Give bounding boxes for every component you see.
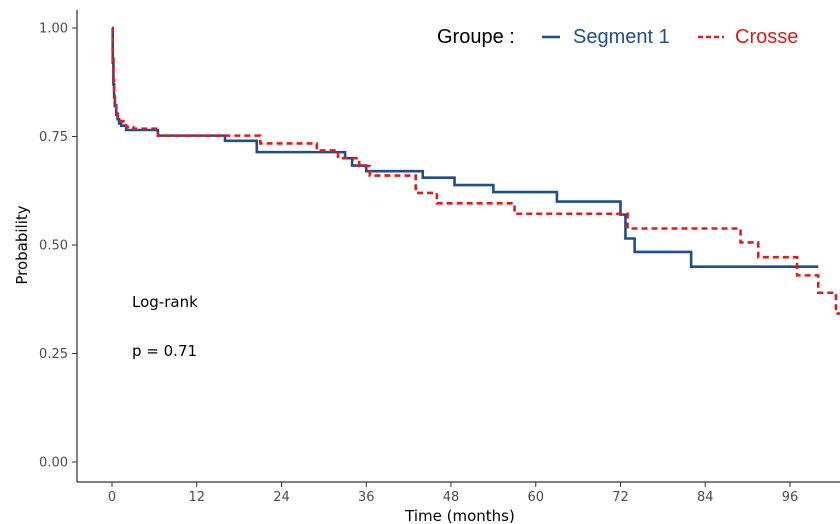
y-tick-label: 0.25 [39, 347, 68, 362]
x-tick-label: 60 [527, 490, 544, 505]
y-axis-title: Probability [13, 205, 31, 284]
y-tick-label: 1.00 [39, 22, 68, 37]
annotation-logrank: Log-rank [132, 293, 198, 311]
x-axis: 0 12 24 36 48 60 72 84 96 [77, 481, 840, 505]
x-axis-title: Time (months) [404, 507, 515, 524]
legend-label-crosse: Crosse [735, 26, 798, 48]
series-line-crosse [111, 26, 840, 315]
legend: Groupe : Segment 1 Crosse [437, 26, 798, 48]
y-tick-label: 0.50 [39, 239, 68, 254]
x-tick-label: 24 [273, 490, 290, 505]
x-tick-label: 48 [443, 490, 460, 505]
x-tick-label: 36 [358, 490, 375, 505]
x-tick-label: 0 [108, 490, 116, 505]
x-tick-label: 84 [697, 490, 714, 505]
x-tick-label: 96 [782, 490, 799, 505]
x-tick-label: 72 [612, 490, 629, 505]
x-tick-label: 12 [188, 490, 205, 505]
y-tick-label: 0.00 [39, 456, 68, 471]
series-line-segment-1 [111, 26, 819, 268]
series-layer [111, 26, 840, 315]
annotation-pvalue: p = 0.71 [132, 342, 197, 360]
y-axis: 0.00 0.25 0.50 0.75 1.00 [39, 10, 78, 482]
legend-title: Groupe : [437, 26, 515, 48]
y-tick-label: 0.75 [39, 130, 68, 145]
legend-label-segment-1: Segment 1 [573, 26, 670, 48]
